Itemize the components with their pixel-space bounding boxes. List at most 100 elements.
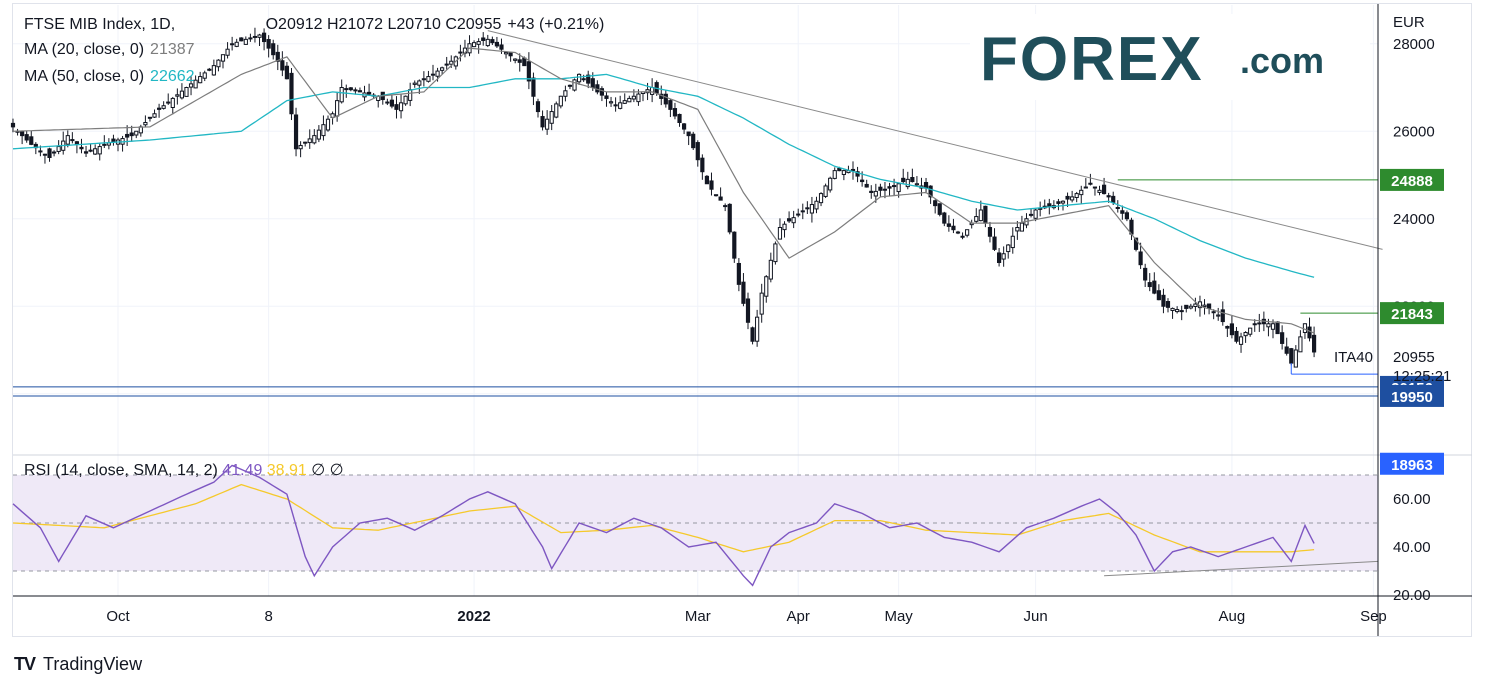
candle-body bbox=[627, 97, 632, 103]
candle-body bbox=[65, 135, 70, 145]
rsi-panel bbox=[12, 464, 1379, 587]
level-21843-tag[interactable]: 21843 bbox=[1380, 302, 1444, 325]
candle-body bbox=[755, 316, 760, 342]
candle-body bbox=[1106, 195, 1111, 198]
candle-body bbox=[1188, 305, 1193, 309]
level-19950-tag[interactable]: 19950 bbox=[1380, 384, 1444, 407]
x-tick-label: Apr bbox=[787, 608, 810, 625]
candle-body bbox=[143, 122, 148, 126]
tradingview-brand[interactable]: TV TradingView bbox=[14, 654, 142, 675]
ma20-label: MA (20, close, 0) bbox=[24, 41, 145, 58]
candle-body bbox=[389, 99, 395, 107]
x-tick-label: Aug bbox=[1219, 608, 1246, 625]
candle-body bbox=[1193, 303, 1198, 308]
candle-body bbox=[869, 190, 874, 194]
level-24888-tag[interactable]: 24888 bbox=[1380, 168, 1444, 191]
candle-body bbox=[83, 151, 89, 154]
candle-body bbox=[1124, 212, 1130, 220]
candle-body bbox=[608, 101, 614, 104]
ma20-value: 21387 bbox=[150, 41, 195, 58]
candle-body bbox=[271, 43, 276, 56]
candle-body bbox=[161, 105, 166, 109]
candle-body bbox=[1133, 237, 1139, 250]
candle-body bbox=[764, 276, 769, 297]
candle-body bbox=[796, 213, 801, 216]
candle-body bbox=[1220, 309, 1225, 323]
candle-body bbox=[1161, 294, 1166, 307]
candle-body bbox=[599, 88, 605, 96]
rsi-legend-extra: ∅ ∅ bbox=[311, 462, 343, 479]
candle-body bbox=[686, 131, 691, 137]
candle-body bbox=[937, 203, 942, 215]
candle-body bbox=[1280, 332, 1285, 344]
ma20-legend[interactable]: MA (20, close, 0) 21387 bbox=[24, 41, 201, 59]
candle-body bbox=[1015, 227, 1020, 232]
candle-body bbox=[650, 87, 655, 95]
candle-body bbox=[417, 80, 422, 86]
candle-body bbox=[1257, 322, 1262, 325]
candle-body bbox=[832, 170, 837, 179]
candle-body bbox=[1070, 196, 1075, 201]
level-18963-tag[interactable]: 18963 bbox=[1380, 452, 1444, 475]
candle-body bbox=[622, 100, 627, 104]
ma50-legend[interactable]: MA (50, close, 0) 22662 bbox=[24, 68, 201, 86]
candle-body bbox=[353, 89, 358, 92]
candle-body bbox=[79, 146, 84, 150]
price-panel bbox=[10, 27, 1383, 397]
candle-body bbox=[394, 104, 399, 110]
candle-body bbox=[896, 183, 901, 193]
candle-body bbox=[170, 97, 175, 108]
candle-body bbox=[280, 60, 285, 71]
candle-body bbox=[1184, 304, 1189, 309]
candle-body bbox=[563, 90, 568, 97]
candle-body bbox=[768, 259, 773, 280]
candle-body bbox=[1216, 314, 1221, 317]
candle-body bbox=[549, 111, 554, 124]
candle-body bbox=[1234, 330, 1239, 342]
candle-body bbox=[102, 143, 107, 146]
candle-body bbox=[1293, 349, 1298, 368]
candle-body bbox=[800, 210, 805, 213]
candle-body bbox=[275, 51, 280, 62]
level-18963-tag-bg bbox=[1380, 452, 1444, 475]
candle-body bbox=[435, 70, 440, 77]
candle-body bbox=[595, 84, 600, 93]
candle-body bbox=[526, 61, 531, 82]
candle-body bbox=[211, 65, 216, 76]
candle-body bbox=[1115, 207, 1120, 210]
candle-body bbox=[503, 52, 509, 55]
candle-body bbox=[1170, 307, 1175, 311]
candle-body bbox=[239, 37, 244, 42]
candle-body bbox=[814, 200, 819, 210]
tradingview-label: TradingView bbox=[43, 654, 143, 674]
candle-body bbox=[74, 141, 80, 145]
candle-body bbox=[385, 101, 390, 104]
level-19950-tag-text: 19950 bbox=[1391, 389, 1433, 406]
candle-body bbox=[809, 204, 815, 214]
candle-body bbox=[303, 141, 308, 144]
candle-body bbox=[1143, 267, 1148, 281]
level-21843-tag-bg bbox=[1380, 302, 1444, 325]
candle-body bbox=[1060, 200, 1066, 204]
candle-body bbox=[1252, 323, 1257, 326]
symbol-title[interactable]: FTSE MIB Index, 1D, bbox=[24, 16, 180, 33]
candle-body bbox=[184, 87, 189, 97]
currency-label: EUR bbox=[1393, 14, 1425, 31]
rsi-support-line bbox=[1104, 560, 1379, 577]
candle-body bbox=[147, 116, 153, 119]
candle-body bbox=[946, 223, 951, 227]
level-24888-tag-text: 24888 bbox=[1391, 173, 1433, 190]
candle-body bbox=[449, 60, 454, 65]
candle-body bbox=[252, 35, 258, 38]
candle-body bbox=[298, 144, 303, 150]
candle-body bbox=[974, 216, 979, 222]
candle-body bbox=[672, 108, 678, 117]
candle-body bbox=[284, 65, 290, 80]
candle-body bbox=[987, 227, 993, 237]
candle-body bbox=[1147, 282, 1152, 288]
candle-body bbox=[718, 196, 723, 201]
rsi-sma-line bbox=[12, 483, 1315, 553]
candle-body bbox=[1092, 186, 1098, 189]
candle-body bbox=[248, 37, 253, 40]
